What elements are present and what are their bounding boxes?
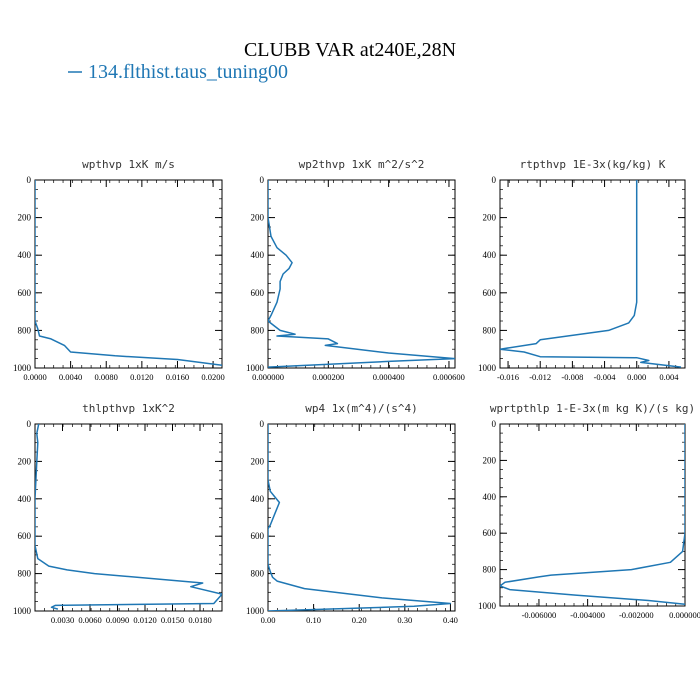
plot-frame <box>34 179 223 369</box>
y-tick-label: 400 <box>18 494 32 504</box>
x-tick-label: -0.016 <box>497 372 519 382</box>
y-tick-label: 0 <box>260 419 265 429</box>
panel-4: thlpthvp 1xK^2 0.0030 0.0060 0.0090 0.0120 0.… <box>13 402 223 625</box>
y-tick-label: 600 <box>483 528 497 538</box>
figure-title: CLUBB VAR at240E,28N <box>244 39 456 61</box>
panel-5: wp4 1x(m^4)/(s^4) 0.00 0.10 0.20 0.30 0.40 0 20… <box>246 402 458 625</box>
panel-2: wp2thvp 1xK m^2/s^2 0.000000 0.000200 0.000… <box>246 158 465 382</box>
panels: wpthvp 1xK m/s0.0000 0.0040 0.0080 0.0120 0.… <box>13 158 700 625</box>
legend-label: 134.flthist.taus_tuning00 <box>88 61 288 83</box>
y-tick-label: 800 <box>18 569 32 579</box>
y-tick-label: 400 <box>251 494 265 504</box>
panel-1: wpthvp 1xK m/s 0.0000 0.0040 0.0080 0.0120 0.… <box>13 158 225 382</box>
y-tick-label: 1000 <box>13 363 32 373</box>
y-tick-label: 800 <box>251 325 265 335</box>
panel-title: rtpthvp 1E-3x(kg/kg) K <box>520 158 666 171</box>
x-tick-label: 0.0000 <box>23 372 46 382</box>
x-tick-label: -0.006000 <box>522 610 557 620</box>
y-tick-label: 600 <box>251 531 265 541</box>
panel-3: rtpthvp 1E-3x(kg/kg) K -0.016 -0.012 -0.008… <box>478 158 686 382</box>
y-tick-label: 1000 <box>13 606 32 616</box>
x-tick-label: -0.012 <box>529 372 551 382</box>
panel-6: wprtpthlp 1-E-3x(m kg K)/(s kg) -0.006000… <box>478 402 700 620</box>
y-tick-label: 800 <box>483 325 497 335</box>
x-tick-label: 0.0120 <box>133 615 156 625</box>
x-tick-label: 0.0150 <box>161 615 184 625</box>
x-tick-label: 0.000600 <box>433 372 465 382</box>
x-tick-label: -0.008 <box>561 372 583 382</box>
panel-title: wp4 1x(m^4)/(s^4) <box>305 402 418 415</box>
y-tick-label: 0 <box>27 419 32 429</box>
plot-frame <box>267 179 456 369</box>
x-tick-label: 0.0090 <box>106 615 129 625</box>
x-tick-label: -0.004000 <box>570 610 605 620</box>
y-tick-label: 800 <box>483 565 497 575</box>
x-tick-label: 0.000 <box>627 372 646 382</box>
x-tick-label: 0.000000 <box>252 372 284 382</box>
y-tick-label: 600 <box>483 288 497 298</box>
y-tick-label: 400 <box>18 250 32 260</box>
y-tick-label: 800 <box>251 569 265 579</box>
panel-title: thlpthvp 1xK^2 <box>82 402 175 415</box>
y-tick-label: 0 <box>260 175 265 185</box>
plot-frame <box>267 423 456 612</box>
x-tick-label: 0.0120 <box>130 372 153 382</box>
y-tick-label: 200 <box>18 456 32 466</box>
y-tick-label: 800 <box>18 325 32 335</box>
x-tick-label: 0.20 <box>352 615 367 625</box>
y-tick-label: 0 <box>492 175 497 185</box>
x-tick-label: 0.004 <box>659 372 679 382</box>
series-line-1 <box>268 424 452 611</box>
y-tick-label: 200 <box>18 213 32 223</box>
x-tick-label: 0.000400 <box>373 372 405 382</box>
y-tick-label: 200 <box>251 456 265 466</box>
x-tick-label: 0.0060 <box>78 615 101 625</box>
y-tick-label: 600 <box>251 288 265 298</box>
x-tick-label: 0.0030 <box>51 615 74 625</box>
y-tick-label: 0 <box>492 419 497 429</box>
panel-title: wpthvp 1xK m/s <box>82 158 175 171</box>
plot-frame <box>499 179 686 369</box>
series-line-1 <box>35 180 222 366</box>
y-tick-label: 400 <box>483 250 497 260</box>
x-tick-label: 0.0160 <box>166 372 189 382</box>
panel-title: wp2thvp 1xK m^2/s^2 <box>299 158 425 171</box>
x-tick-label: -0.004 <box>594 372 617 382</box>
y-tick-label: 200 <box>483 213 497 223</box>
y-tick-label: 1000 <box>246 606 265 616</box>
y-tick-label: 1000 <box>478 363 497 373</box>
x-tick-label: 0.0040 <box>59 372 82 382</box>
y-tick-label: 200 <box>483 455 497 465</box>
x-tick-label: 0.0180 <box>188 615 211 625</box>
series-line-1 <box>500 424 685 605</box>
y-tick-label: 0 <box>27 175 32 185</box>
series-line-1 <box>35 424 222 610</box>
legend: 134.flthist.taus_tuning00 <box>68 61 288 83</box>
x-tick-label: 0.40 <box>443 615 458 625</box>
y-tick-label: 400 <box>483 492 497 502</box>
y-tick-label: 1000 <box>246 363 265 373</box>
x-tick-label: 0.000200 <box>312 372 344 382</box>
y-tick-label: 200 <box>251 213 265 223</box>
x-tick-label: 0.0200 <box>201 372 224 382</box>
y-tick-label: 600 <box>18 288 32 298</box>
series-line-1 <box>500 180 682 368</box>
x-tick-label: 0.000000 <box>669 610 700 620</box>
x-tick-label: -0.002000 <box>619 610 654 620</box>
series-line-1 <box>268 180 455 368</box>
y-tick-label: 400 <box>251 250 265 260</box>
x-tick-label: 0.10 <box>306 615 321 625</box>
x-tick-label: 0.0080 <box>95 372 118 382</box>
x-tick-label: 0.30 <box>397 615 412 625</box>
y-tick-label: 1000 <box>478 601 497 611</box>
y-tick-label: 600 <box>18 531 32 541</box>
panel-title: wprtpthlp 1-E-3x(m kg K)/(s kg) <box>490 402 695 415</box>
x-tick-label: 0.00 <box>261 615 276 625</box>
